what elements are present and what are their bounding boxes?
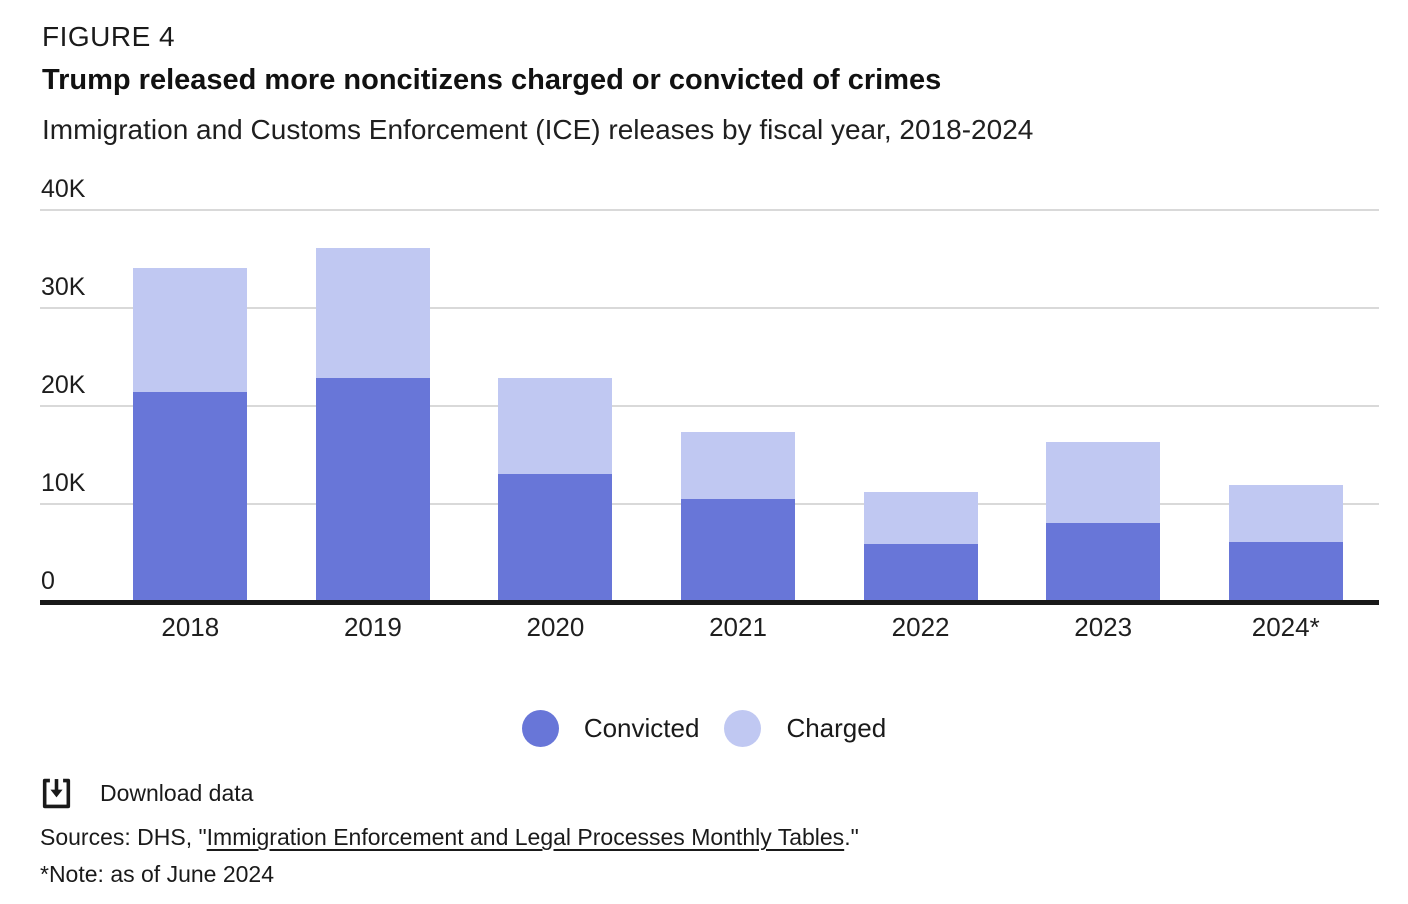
bars-area — [99, 210, 1377, 602]
bar-segment-charged-2024 — [1228, 485, 1343, 543]
y-tick-30K: 30K — [41, 273, 86, 301]
legend-label-charged: Charged — [786, 713, 887, 743]
bar-group-2018 — [99, 210, 282, 602]
y-tick-0: 0 — [41, 567, 55, 595]
x-axis-line — [40, 600, 1379, 605]
bar-segment-convicted-2023 — [1046, 522, 1161, 602]
bar-group-2021 — [647, 210, 830, 602]
bar-2022 — [863, 492, 978, 602]
legend-swatch-charged — [724, 710, 762, 747]
chart-title: Trump released more noncitizens charged … — [42, 64, 942, 96]
x-tick-2021: 2021 — [709, 612, 767, 642]
bar-segment-charged-2018 — [133, 267, 248, 393]
legend-label-convicted: Convicted — [583, 713, 700, 743]
bar-segment-charged-2021 — [681, 431, 796, 500]
sources-line: Sources: DHS, "Immigration Enforcement a… — [40, 824, 859, 851]
x-tick-2023: 2023 — [1074, 612, 1133, 642]
chart-subtitle: Immigration and Customs Enforcement (ICE… — [42, 114, 1034, 145]
bar-2024 — [1228, 485, 1343, 602]
bar-segment-charged-2023 — [1046, 442, 1161, 523]
sources-suffix: ." — [844, 824, 859, 850]
legend-item-charged: Charged — [724, 710, 886, 747]
bar-group-2020 — [464, 210, 647, 602]
y-tick-10K: 10K — [41, 469, 86, 497]
bar-segment-charged-2020 — [498, 377, 613, 474]
bar-segment-convicted-2018 — [133, 392, 248, 602]
x-tick-2022: 2022 — [891, 612, 950, 642]
download-data-button[interactable]: Download data — [40, 777, 253, 810]
x-tick-2019: 2019 — [343, 612, 402, 642]
x-tick-2020: 2020 — [526, 612, 585, 642]
gridline-30K — [40, 307, 1379, 309]
x-tick-2018: 2018 — [161, 612, 220, 642]
sources-link[interactable]: Immigration Enforcement and Legal Proces… — [206, 824, 845, 850]
note-line: *Note: as of June 2024 — [40, 861, 274, 887]
bar-group-2024 — [1194, 210, 1377, 602]
figure-label: FIGURE 4 — [42, 21, 176, 52]
bar-group-2019 — [282, 210, 465, 602]
gridline-40K — [40, 209, 1379, 211]
bar-2018 — [133, 267, 248, 602]
bar-segment-charged-2022 — [863, 492, 978, 545]
y-tick-40K: 40K — [41, 175, 86, 203]
bar-group-2023 — [1012, 210, 1195, 602]
bar-2019 — [315, 248, 430, 602]
y-tick-20K: 20K — [41, 371, 86, 399]
chart-legend: Convicted Charged — [0, 710, 1408, 747]
bar-2020 — [498, 377, 613, 602]
bar-2021 — [681, 431, 796, 602]
gridline-20K — [40, 405, 1379, 407]
bar-segment-charged-2019 — [315, 248, 430, 378]
bar-segment-convicted-2022 — [863, 544, 978, 602]
download-icon — [40, 777, 73, 810]
download-label: Download data — [100, 780, 254, 806]
chart-plot: 40K 30K 20K 10K 0 2018 2019 2020 2021 2022 2023 20… — [40, 177, 1379, 642]
bar-segment-convicted-2021 — [681, 499, 796, 602]
legend-swatch-convicted — [521, 710, 559, 747]
legend-item-convicted: Convicted — [521, 710, 700, 747]
sources-prefix: Sources: DHS, " — [40, 824, 207, 850]
x-tick-2024: 2024* — [1251, 612, 1320, 642]
bar-segment-convicted-2019 — [315, 377, 430, 602]
bar-segment-convicted-2020 — [498, 473, 613, 602]
bar-segment-convicted-2024 — [1228, 542, 1343, 602]
bar-2023 — [1046, 442, 1161, 602]
x-axis-labels: 2018 2019 2020 2021 2022 2023 2024* — [99, 612, 1377, 643]
bar-group-2022 — [829, 210, 1012, 602]
